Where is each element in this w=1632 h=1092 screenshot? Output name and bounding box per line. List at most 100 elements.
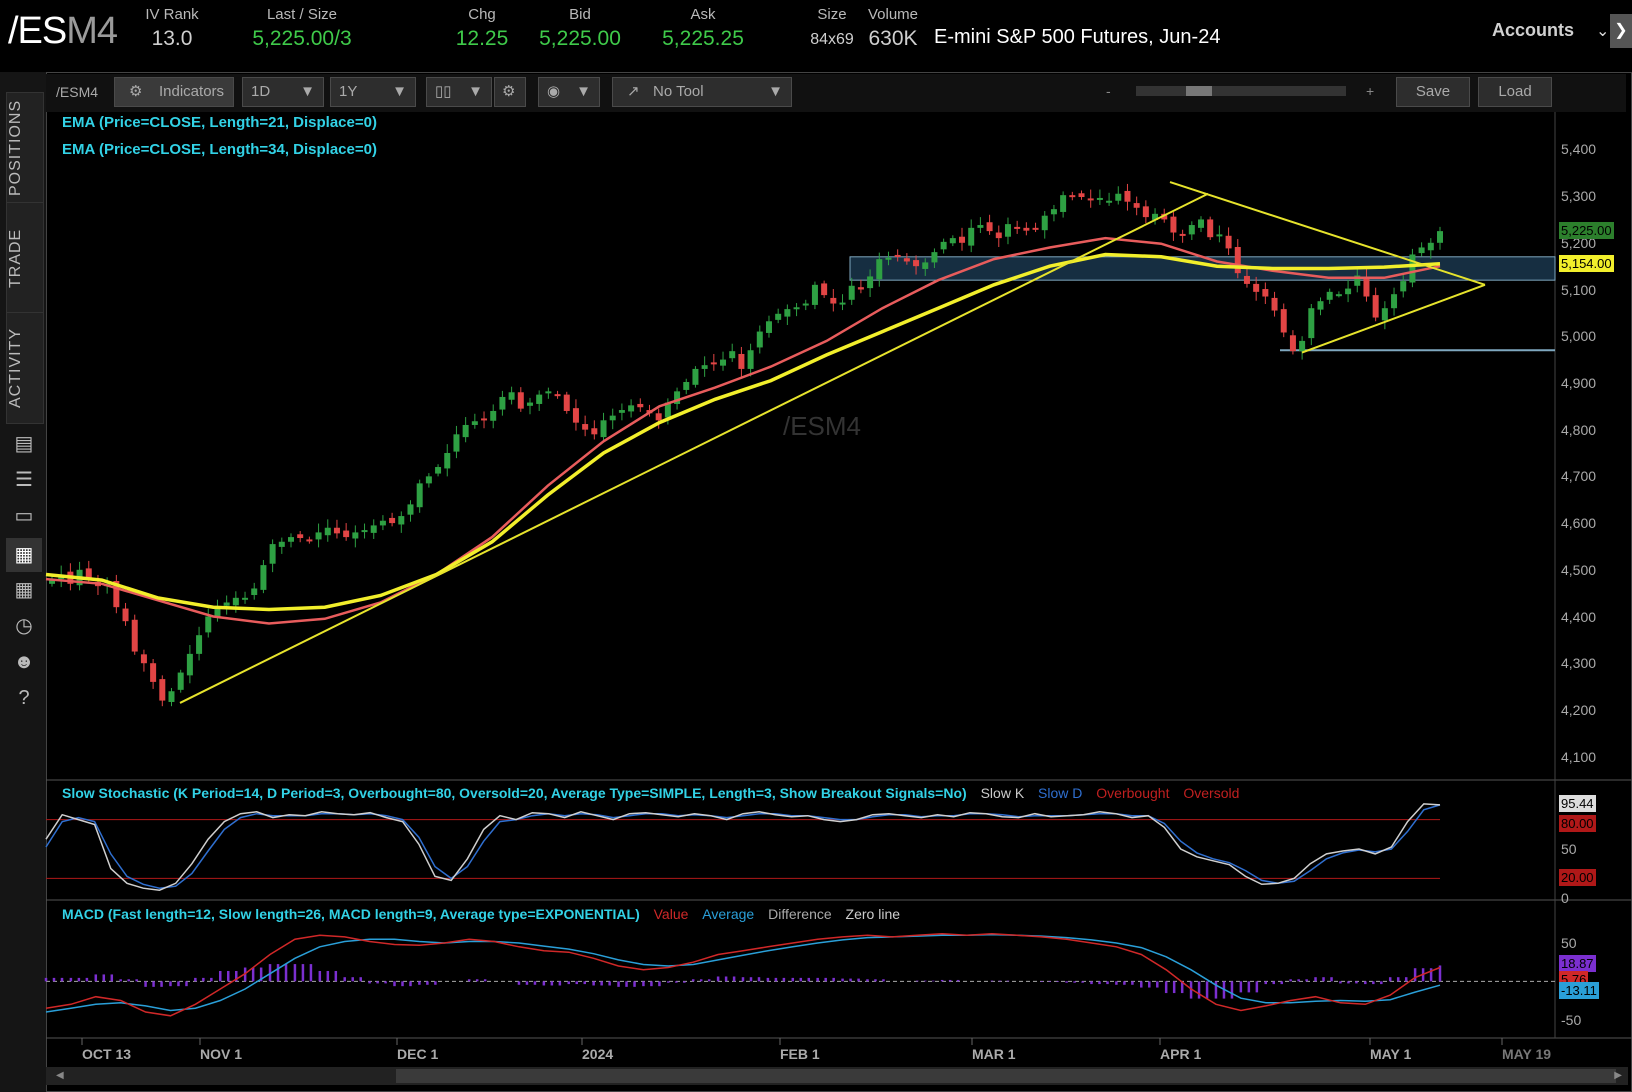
macd-label[interactable]: MACD (Fast length=12, Slow length=26, MA…: [62, 906, 900, 922]
candle-body: [1253, 283, 1260, 292]
candle-body: [499, 396, 506, 410]
collapse-button[interactable]: ❯: [1610, 14, 1632, 48]
scroll-right-icon[interactable]: ▶: [1614, 1070, 1622, 1081]
load-button[interactable]: Load: [1478, 77, 1552, 107]
settings-button[interactable]: ⚙: [494, 77, 526, 107]
zoom-out-button[interactable]: -: [1106, 83, 1111, 99]
candle-body: [168, 691, 175, 702]
date-tick-label: MAY 1: [1370, 1046, 1412, 1062]
quote-field-label: IV Rank: [145, 6, 199, 23]
candle-body: [692, 368, 699, 385]
macd-diff-tag: -13.11: [1559, 982, 1599, 1000]
candle-body: [738, 353, 745, 369]
indicators-button[interactable]: ⚙ Indicators: [114, 77, 234, 107]
candle-body: [1326, 291, 1333, 300]
candle-body: [251, 588, 258, 596]
date-tick-label: OCT 13: [82, 1046, 132, 1062]
aggregation-select[interactable]: 1D ▼: [242, 77, 324, 107]
chart-frame: [46, 72, 1632, 1092]
zoom-slider[interactable]: [1136, 86, 1346, 96]
symbol-title[interactable]: /ESM4: [8, 10, 118, 53]
candle-body: [903, 258, 910, 262]
candle-body: [821, 283, 828, 296]
quote-field: Chg 12.25: [422, 6, 542, 51]
save-button[interactable]: Save: [1396, 77, 1470, 107]
quote-field: IV Rank 13.0: [112, 6, 232, 51]
horizontal-scrollbar[interactable]: ◀ ▶: [46, 1067, 1628, 1085]
trendline-up: [179, 192, 1209, 704]
scroll-left-icon[interactable]: ◀: [56, 1070, 64, 1081]
stoch-tick-label: 50: [1561, 841, 1577, 857]
candle-body: [710, 362, 717, 365]
ema21-label[interactable]: EMA (Price=CLOSE, Length=21, Displace=0): [62, 114, 377, 131]
quote-bar: /ESM4 IV Rank 13.0 Last / Size 5,225.00/3 Ch…: [0, 0, 1632, 72]
chart-style-select[interactable]: ▯▯ ▼: [426, 77, 492, 107]
candle-body: [1106, 200, 1113, 203]
list-icon[interactable]: ☰: [15, 469, 33, 491]
candle-body: [536, 394, 543, 404]
ema34-label[interactable]: EMA (Price=CLOSE, Length=34, Displace=0): [62, 141, 377, 158]
stochastic-params: Slow Stochastic (K Period=14, D Period=3…: [62, 785, 967, 801]
candle-body: [545, 391, 552, 394]
candle-body: [1188, 225, 1195, 235]
candles-icon: ▯▯: [435, 83, 452, 100]
chevron-down-icon[interactable]: ⌄: [1596, 23, 1610, 40]
candle-body: [444, 453, 451, 469]
candle-body: [1198, 219, 1205, 228]
macd-tick-label: -50: [1561, 1011, 1582, 1028]
legend-value: Value: [653, 906, 689, 922]
quote-field: Volume 630K: [833, 6, 953, 51]
candle-body: [931, 252, 938, 263]
clock-icon[interactable]: ◷: [15, 615, 33, 637]
users-icon[interactable]: ☻: [13, 651, 35, 673]
candle-body: [131, 619, 138, 652]
candle-body: [1400, 281, 1407, 292]
zoom-in-button[interactable]: +: [1366, 83, 1375, 99]
candle-body: [885, 257, 892, 260]
scrollbar-thumb[interactable]: [396, 1069, 1616, 1083]
price-tick-label: 4,200: [1561, 701, 1597, 718]
stochastic-label[interactable]: Slow Stochastic (K Period=14, D Period=3…: [62, 785, 1239, 801]
zoom-slider-thumb[interactable]: [1186, 86, 1212, 96]
candle-body: [407, 504, 414, 515]
candle-body: [1041, 215, 1048, 231]
macd-average-line: [45, 933, 1441, 1013]
candle-body: [572, 408, 579, 423]
accounts-menu[interactable]: Accounts: [1492, 20, 1575, 40]
date-tick-label: NOV 1: [200, 1046, 243, 1062]
grid-icon[interactable]: ▦: [14, 579, 34, 601]
candle-body: [959, 236, 966, 243]
candle-body: [1004, 224, 1011, 237]
left-sidebar: POSITIONS TRADE ACTIVITY ▤ ☰ ▭ ▦ ▦ ◷ ☻ ?: [0, 72, 46, 1092]
candle-body: [995, 232, 1002, 239]
legend-zero-line: Zero line: [845, 906, 901, 922]
help-icon[interactable]: ?: [18, 687, 30, 709]
phone-icon[interactable]: ▤: [14, 433, 34, 455]
candle-body: [361, 530, 368, 533]
drawing-set-select[interactable]: ◉ ▼: [538, 77, 600, 107]
timeframe-select[interactable]: 1Y ▼: [330, 77, 416, 107]
candle-body: [343, 530, 350, 538]
quote-field-value: 12.25: [455, 27, 509, 50]
candle-body: [1133, 203, 1140, 208]
candle-body: [1391, 294, 1398, 309]
candle-body: [1060, 195, 1067, 212]
quote-field-value: 5,225.00: [539, 27, 621, 50]
candle-body: [1179, 233, 1186, 236]
chart-icon[interactable]: ▦: [6, 538, 42, 572]
candle-body: [554, 394, 561, 397]
drawing-tool-select[interactable]: ↗ No Tool ▼: [612, 77, 792, 107]
candle-body: [481, 418, 488, 421]
candle-body: [913, 260, 920, 267]
candle-body: [1234, 247, 1241, 274]
candle-body: [1225, 235, 1232, 249]
candle-body: [1372, 295, 1379, 318]
candle-body: [1087, 198, 1094, 201]
candle-body: [214, 607, 221, 618]
candle-body: [600, 420, 607, 438]
candle-body: [756, 331, 763, 348]
candle-body: [582, 424, 589, 430]
quote-field-label: Chg: [468, 6, 496, 23]
tv-icon[interactable]: ▭: [14, 505, 34, 527]
